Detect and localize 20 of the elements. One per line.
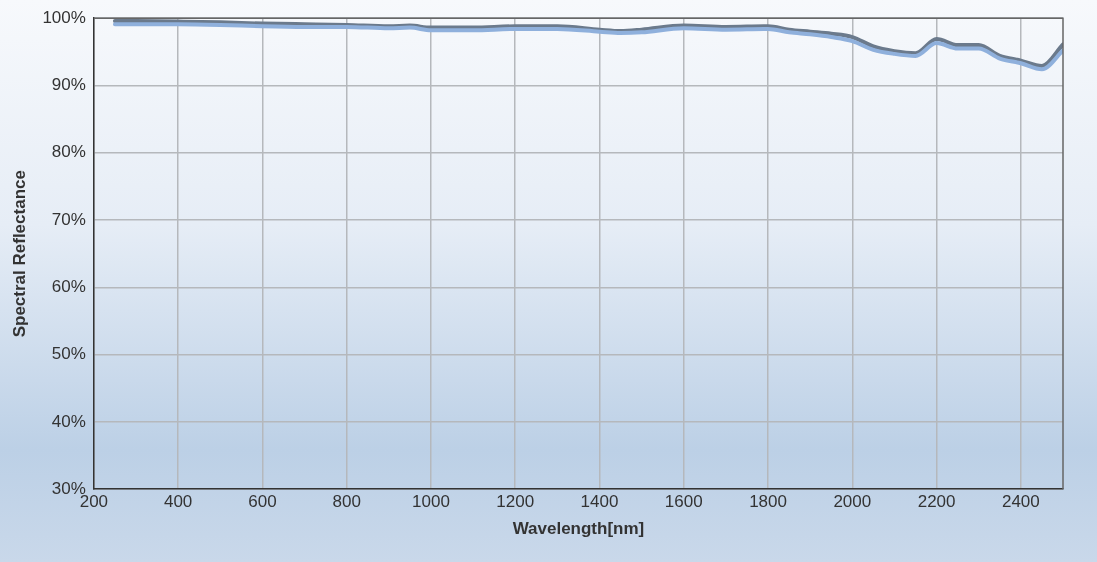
y-tick-label: 90% — [51, 75, 86, 95]
x-tick-label: 1200 — [496, 492, 535, 512]
x-tick-label: 600 — [248, 492, 277, 512]
y-tick-label: 60% — [51, 277, 86, 297]
y-tick-label: 50% — [51, 344, 86, 364]
x-axis-title: Wavelength[nm] — [512, 519, 645, 539]
y-tick-label: 80% — [51, 142, 86, 162]
x-tick-label: 2000 — [833, 492, 872, 512]
x-tick-label: 1400 — [580, 492, 619, 512]
x-tick-label: 800 — [332, 492, 361, 512]
y-tick-label: 100% — [42, 7, 86, 27]
x-tick-label: 1800 — [749, 492, 787, 512]
y-tick-label: 70% — [51, 209, 86, 229]
x-tick-label: 2200 — [917, 492, 956, 512]
x-tick-label: 1600 — [664, 492, 703, 512]
x-tick-label: 1000 — [412, 492, 450, 512]
x-tick-label: 2400 — [1001, 492, 1040, 512]
y-axis-title: Spectral Reflectance — [9, 170, 29, 338]
y-tick-label: 40% — [51, 411, 86, 431]
x-tick-label: 400 — [163, 492, 193, 512]
